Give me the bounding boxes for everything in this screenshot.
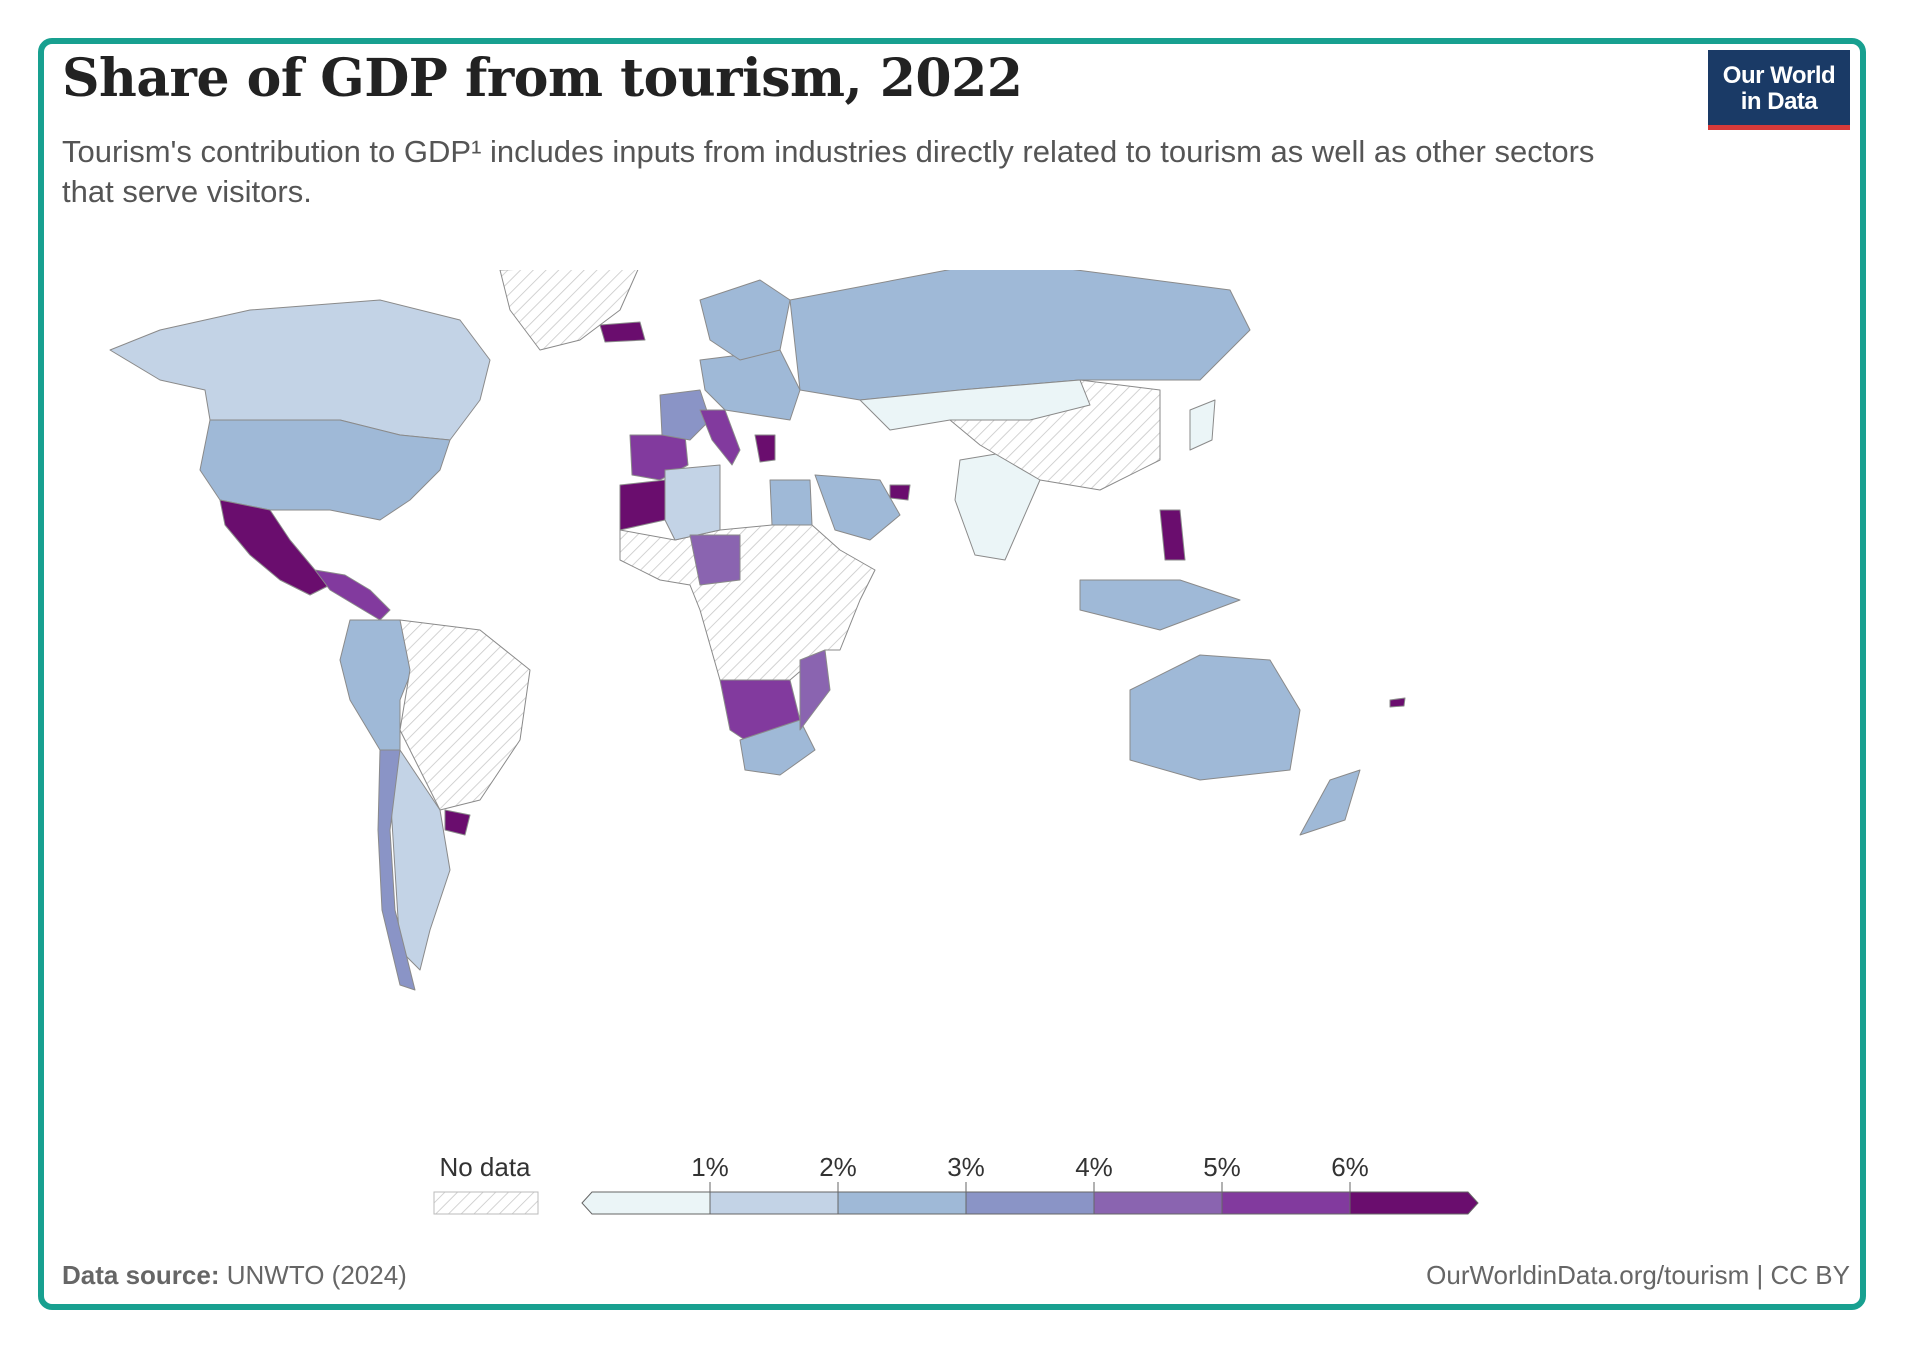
country-greenland[interactable]: [499, 270, 640, 351]
legend-tick-label: 3%: [947, 1152, 985, 1182]
country-mozambique[interactable]: [799, 649, 831, 731]
country-indonesia[interactable]: [1079, 579, 1241, 631]
country-united-states[interactable]: [199, 419, 451, 521]
logo-line-2: in Data: [1740, 88, 1818, 115]
country-france[interactable]: [659, 389, 711, 441]
source-url-link[interactable]: OurWorldinData.org/tourism | CC BY: [1426, 1260, 1850, 1290]
data-source-value: UNWTO (2024): [226, 1260, 407, 1290]
data-source-label: Data source:: [62, 1260, 220, 1290]
legend-tick-label: 1%: [691, 1152, 729, 1182]
page-title: Share of GDP from tourism, 2022: [62, 48, 1023, 109]
country-iceland[interactable]: [599, 321, 646, 343]
country-mongolia-kazakhstan[interactable]: [859, 379, 1091, 431]
legend-no-data-label: No data: [439, 1152, 531, 1182]
legend-bin-7: [1349, 1191, 1479, 1215]
logo-line-1: Our World: [1722, 62, 1836, 89]
country-philippines[interactable]: [1159, 509, 1186, 561]
country-new-zealand[interactable]: [1299, 769, 1361, 836]
legend-bin-1: [581, 1191, 711, 1215]
country-canada[interactable]: [109, 299, 491, 441]
legend-bin-3: [837, 1191, 967, 1215]
legend-no-data-swatch: [433, 1191, 539, 1215]
legend-bin-5: [1093, 1191, 1223, 1215]
chart-frame: [38, 38, 1866, 1310]
country-mexico[interactable]: [219, 499, 331, 596]
country-central-africa[interactable]: [689, 534, 741, 586]
legend-bin-4: [965, 1191, 1095, 1215]
country-morocco[interactable]: [619, 479, 666, 531]
country-egypt[interactable]: [769, 479, 813, 526]
country-algeria[interactable]: [664, 464, 721, 541]
country-japan[interactable]: [1189, 399, 1216, 451]
country-brazil-bolivia-paraguay[interactable]: [399, 619, 531, 811]
country-south-africa[interactable]: [739, 719, 816, 776]
country-fiji[interactable]: [1389, 697, 1406, 708]
legend-tick-label: 6%: [1331, 1152, 1369, 1182]
country-greece[interactable]: [754, 434, 776, 463]
country-italy[interactable]: [699, 409, 741, 466]
subtitle: Tourism's contribution to GDP¹ includes …: [62, 134, 1595, 209]
legend-bin-6: [1221, 1191, 1351, 1215]
legend-bin-2: [709, 1191, 839, 1215]
country-saudi-arabia[interactable]: [814, 474, 901, 541]
legend-tick-label: 5%: [1203, 1152, 1241, 1182]
owid-logo[interactable]: Our World in Data: [1708, 50, 1850, 130]
country-australia[interactable]: [1129, 654, 1301, 781]
country-russia[interactable]: [789, 270, 1251, 401]
country-rest-of-africa[interactable]: [619, 524, 876, 681]
data-source: Data source: UNWTO (2024): [62, 1260, 407, 1291]
world-map[interactable]: [100, 270, 1520, 1090]
country-uruguay[interactable]: [444, 809, 471, 836]
country-scandinavia[interactable]: [699, 279, 791, 361]
legend-tick-label: 2%: [819, 1152, 857, 1182]
country-uae[interactable]: [889, 484, 911, 501]
country-central-america[interactable]: [314, 569, 391, 621]
legend-tick-label: 4%: [1075, 1152, 1113, 1182]
country-chile[interactable]: [377, 749, 416, 991]
map-legend: No data 1% 2% 3% 4% 5% 6%: [433, 1152, 1479, 1215]
